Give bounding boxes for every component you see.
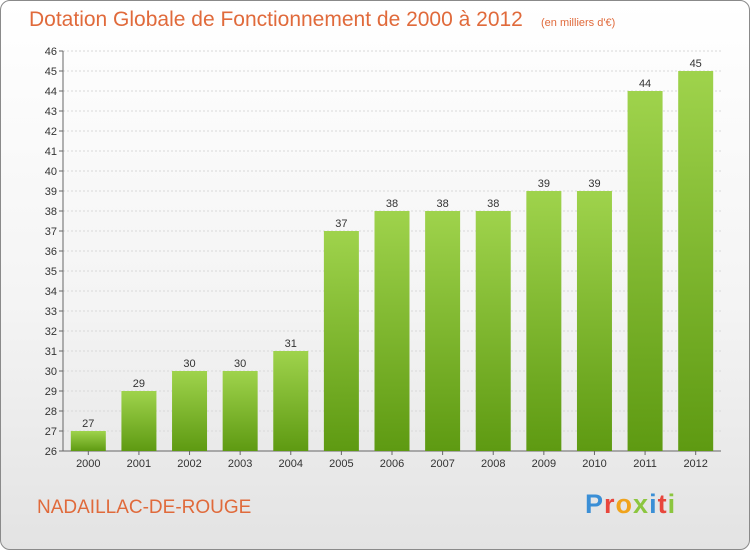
logo-letter: P (585, 489, 605, 519)
y-tick-label: 36 (45, 246, 57, 258)
bar-2005 (323, 231, 359, 451)
data-label-2012: 45 (690, 58, 702, 70)
y-tick-label: 42 (45, 126, 57, 138)
data-label-2000: 27 (82, 418, 94, 430)
bar-2002 (172, 371, 208, 451)
y-tick-label: 43 (45, 106, 57, 118)
y-tick-label: 30 (45, 366, 57, 378)
bar-2008 (475, 211, 511, 451)
y-tick-label: 45 (45, 66, 57, 78)
x-tick-label-2011: 2011 (633, 458, 657, 470)
chart-unit-note: (en milliers d'€) (541, 17, 616, 29)
chart-title: Dotation Globale de Fonctionnement de 20… (29, 8, 523, 31)
y-tick-label: 26 (45, 446, 57, 458)
bar-2009 (526, 191, 562, 451)
proxiti-logo[interactable]: Proxiti (585, 489, 676, 520)
bar-2012 (678, 71, 714, 451)
bar-2003 (222, 371, 258, 451)
y-tick-label: 28 (45, 406, 57, 418)
y-tick-label: 34 (45, 286, 57, 298)
x-tick-label-2006: 2006 (380, 458, 404, 470)
bar-2006 (374, 211, 410, 451)
bar-2011 (627, 91, 663, 451)
x-tick-label-2003: 2003 (228, 458, 252, 470)
data-label-2006: 38 (386, 198, 398, 210)
y-tick-label: 31 (45, 346, 57, 358)
bar-2010 (576, 191, 612, 451)
y-tick-label: 35 (45, 266, 57, 278)
x-tick-label-2005: 2005 (329, 458, 353, 470)
data-label-2011: 44 (639, 78, 651, 90)
data-label-2004: 31 (285, 338, 297, 350)
commune-name: NADAILLAC-DE-ROUGE (37, 497, 252, 518)
logo-letter: o (615, 489, 634, 519)
x-tick-label-2008: 2008 (481, 458, 505, 470)
data-label-2001: 29 (133, 378, 145, 390)
data-label-2005: 37 (335, 218, 347, 230)
bar-2000 (70, 431, 106, 451)
y-tick-label: 27 (45, 426, 57, 438)
bar-2004 (273, 351, 309, 451)
x-tick-label-2012: 2012 (683, 458, 707, 470)
y-tick-label: 44 (45, 86, 57, 98)
x-tick-label-2010: 2010 (582, 458, 606, 470)
labels: 26 27 28 29 30 31 32 33 34 35 36 37 38 39 40 41 42 43 44 45… (45, 46, 708, 470)
y-tick-label: 38 (45, 206, 57, 218)
logo-letter: x (633, 489, 650, 519)
logo-letter: i (667, 489, 677, 519)
y-tick-label: 32 (45, 326, 57, 338)
y-tick-label: 40 (45, 166, 57, 178)
y-tick-label: 41 (45, 146, 57, 158)
data-label-2009: 39 (538, 178, 550, 190)
data-label-2008: 38 (487, 198, 499, 210)
y-tick-label: 37 (45, 226, 57, 238)
y-tick-label: 29 (45, 386, 57, 398)
x-tick-label-2000: 2000 (76, 458, 100, 470)
x-tick-label-2004: 2004 (279, 458, 303, 470)
x-tick-label-2001: 2001 (127, 458, 151, 470)
data-label-2010: 39 (588, 178, 600, 190)
logo-letter: t (657, 489, 668, 519)
bars (70, 71, 714, 451)
data-label-2003: 30 (234, 358, 246, 370)
y-tick-label: 46 (45, 46, 57, 58)
y-tick-label: 33 (45, 306, 57, 318)
x-tick-label-2009: 2009 (532, 458, 556, 470)
logo-letter: r (604, 489, 616, 519)
bar-2007 (425, 211, 461, 451)
bar-2001 (121, 391, 157, 451)
x-tick-label-2007: 2007 (430, 458, 454, 470)
y-tick-label: 39 (45, 186, 57, 198)
data-label-2002: 30 (183, 358, 195, 370)
data-label-2007: 38 (436, 198, 448, 210)
x-tick-label-2002: 2002 (177, 458, 201, 470)
logo-letter: i (649, 489, 658, 519)
